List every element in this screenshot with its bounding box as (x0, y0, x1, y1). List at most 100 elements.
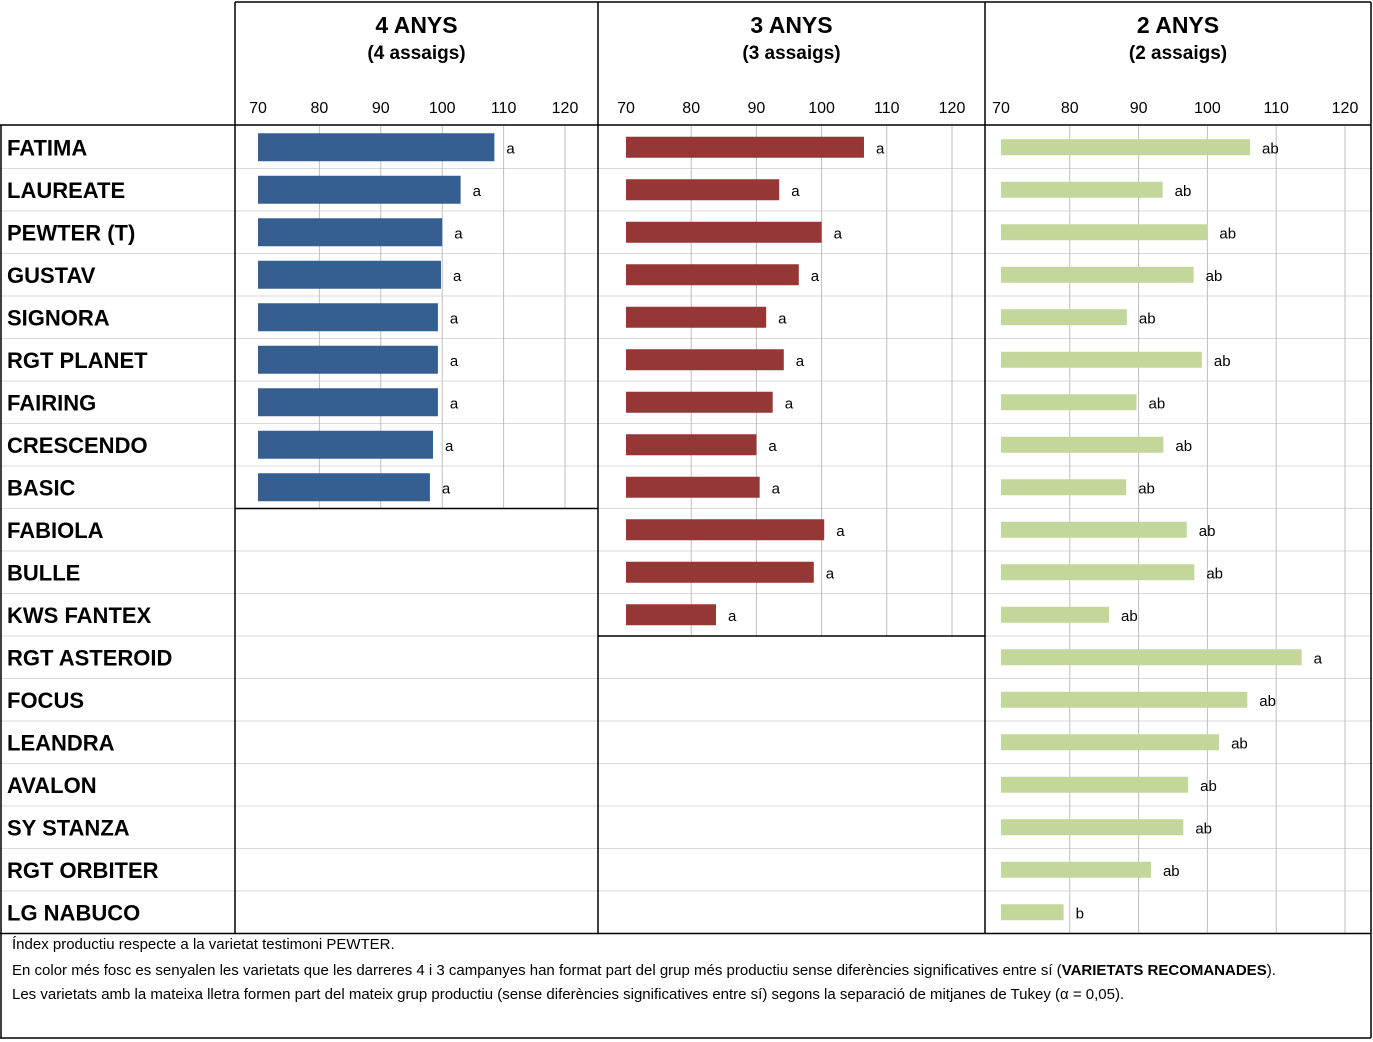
text-layer: 70 80 90 100 110 120 4 ANYS (4 assaigs) a a a a a a a a… (7, 12, 1358, 925)
variety-label: PEWTER (T) (7, 220, 135, 245)
bar-label: ab (1259, 693, 1276, 710)
bar-label: ab (1214, 353, 1231, 370)
variety-label: FATIMA (7, 135, 87, 160)
bar (258, 430, 433, 459)
bar (1001, 224, 1208, 241)
tick-label: 90 (372, 100, 390, 117)
bar (626, 136, 864, 158)
bar-label: ab (1206, 565, 1223, 582)
bar-label: a (778, 310, 787, 327)
variety-label: SY STANZA (7, 815, 130, 840)
bar (626, 264, 799, 286)
bar (1001, 734, 1220, 751)
bar (258, 260, 441, 289)
bar-label: a (836, 523, 845, 540)
variety-label: LEANDRA (7, 730, 115, 755)
bar-label: ab (1121, 608, 1138, 625)
bar-layer (258, 133, 1302, 921)
tick-label: 100 (429, 100, 456, 117)
bar-label: a (772, 480, 781, 497)
variety-label: SIGNORA (7, 305, 110, 330)
bar-label: a (768, 438, 777, 455)
bar-label: a (454, 225, 463, 242)
variety-label: FABIOLA (7, 518, 104, 543)
tick-label: 70 (992, 100, 1010, 117)
bar (1001, 649, 1302, 666)
tick-label: 90 (1130, 100, 1148, 117)
tick-label: 100 (808, 100, 835, 117)
tick-label: 120 (939, 100, 966, 117)
bar-label: a (791, 183, 800, 200)
variety-label: GUSTAV (7, 263, 96, 288)
panel-title: 4 ANYS (375, 12, 457, 38)
tick-label: 90 (748, 100, 766, 117)
bar (626, 221, 822, 243)
variety-label: FOCUS (7, 688, 84, 713)
panel-title: 3 ANYS (750, 12, 832, 38)
panel-subtitle: (3 assaigs) (742, 43, 840, 64)
tick-label: 100 (1194, 100, 1221, 117)
bar-label: b (1076, 905, 1084, 922)
bar-label: ab (1262, 140, 1279, 157)
bar (1001, 266, 1194, 283)
bar-label: a (442, 480, 451, 497)
tick-label: 80 (682, 100, 700, 117)
bar-label: a (450, 395, 459, 412)
bar (258, 133, 495, 162)
bar (1001, 309, 1127, 326)
bar-label: a (506, 140, 515, 157)
bar (1001, 436, 1164, 453)
bar (626, 434, 757, 456)
bar-label: a (453, 268, 462, 285)
tick-label: 110 (874, 100, 900, 117)
bar-label: a (473, 183, 482, 200)
tick-label: 120 (552, 100, 579, 117)
tick-label: 110 (491, 100, 517, 117)
bar (1001, 139, 1251, 156)
bar (626, 349, 784, 371)
bar-label: ab (1138, 480, 1155, 497)
bar (1001, 521, 1187, 538)
variety-label: BULLE (7, 560, 80, 585)
panel-subtitle: (4 assaigs) (367, 43, 465, 64)
bar-label: a (728, 608, 737, 625)
grid-layer (0, 126, 1371, 934)
variety-label: AVALON (7, 773, 97, 798)
bar (1001, 861, 1151, 878)
panel-title: 2 ANYS (1137, 12, 1219, 38)
bar-label: a (811, 268, 820, 285)
variety-label: RGT PLANET (7, 348, 148, 373)
bar (1001, 904, 1064, 921)
bar-label: a (450, 353, 459, 370)
note-index: Índex productiu respecte a la varietat t… (12, 936, 395, 953)
note-recommended-bold: VARIETATS RECOMANADES (1061, 962, 1267, 979)
bar (1001, 564, 1195, 581)
variety-label: BASIC (7, 475, 76, 500)
bar (1001, 479, 1127, 496)
variety-label: RGT ASTEROID (7, 645, 172, 670)
bar-label: ab (1175, 183, 1192, 200)
bar (1001, 819, 1184, 836)
bar (1001, 394, 1137, 411)
footnotes: Índex productiu respecte a la varietat t… (12, 936, 1360, 1012)
bar-label: ab (1219, 225, 1236, 242)
bar-label: ab (1139, 310, 1156, 327)
bar-label: ab (1195, 820, 1212, 837)
panel-subtitle: (2 assaigs) (1129, 43, 1227, 64)
tick-label: 70 (617, 100, 635, 117)
tick-label: 110 (1263, 100, 1289, 117)
bar-label: a (876, 140, 885, 157)
variety-label: KWS FANTEX (7, 603, 152, 628)
tick-label: 70 (249, 100, 267, 117)
bar-label: ab (1200, 778, 1217, 795)
bar-label: ab (1175, 438, 1192, 455)
bar (258, 175, 461, 204)
tick-label: 80 (311, 100, 329, 117)
bar-label: a (445, 438, 454, 455)
bar (1001, 606, 1110, 623)
note-tukey: Les varietats amb la mateixa lletra form… (12, 986, 1125, 1003)
bar (1001, 776, 1189, 793)
bar (626, 391, 773, 413)
